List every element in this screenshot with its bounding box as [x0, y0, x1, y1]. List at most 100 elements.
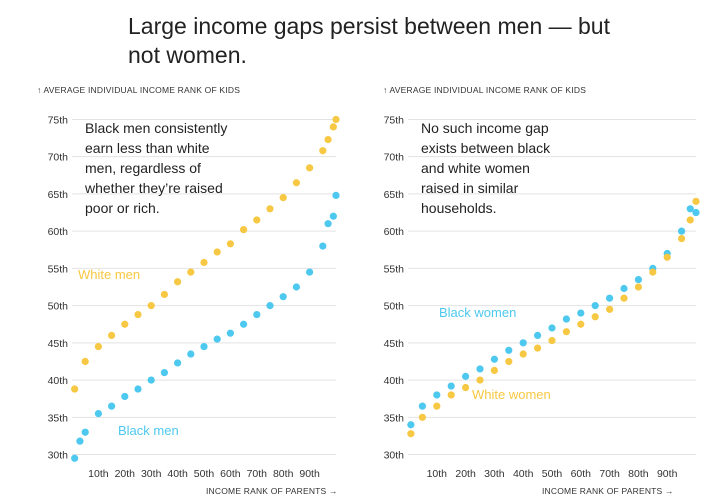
x-tick-label: 10th [88, 468, 109, 480]
annotation-line: exists between black [421, 140, 551, 156]
annotation-line: whether they’re raised [84, 180, 223, 196]
series-label: Black men [118, 423, 179, 438]
y-tick-label: 75th [384, 114, 405, 126]
x-tick-label: 80th [628, 468, 649, 480]
data-point [577, 309, 585, 317]
data-point [606, 294, 614, 302]
data-point [240, 226, 248, 234]
women-scatter-chart: ↑ AVERAGE INDIVIDUAL INCOME RANK OF KIDS… [383, 85, 700, 496]
data-point [462, 372, 470, 380]
data-point [279, 194, 287, 202]
data-point [319, 147, 327, 155]
y-tick-label: 70th [48, 152, 69, 164]
data-point [649, 268, 657, 276]
data-point [433, 402, 441, 410]
data-point [71, 385, 79, 393]
data-point [678, 227, 686, 235]
data-point [591, 302, 599, 310]
data-point [76, 437, 84, 445]
series-label: White women [472, 387, 551, 402]
y-tick-label: 40th [48, 375, 69, 387]
x-tick-label: 50th [542, 468, 563, 480]
data-point [620, 284, 628, 293]
data-point [319, 242, 327, 250]
data-point [407, 430, 415, 438]
data-point [160, 369, 168, 377]
data-point [213, 335, 221, 343]
data-point [160, 290, 168, 299]
data-point [447, 391, 455, 399]
chart-annotation: No such income gap exists between black an… [421, 120, 551, 216]
data-point [324, 220, 332, 228]
x-tick-label: 40th [167, 468, 188, 480]
x-tick-label: 30th [141, 468, 162, 480]
x-tick-label: 20th [455, 468, 476, 480]
data-point [562, 328, 570, 336]
data-point [147, 302, 155, 310]
data-point [306, 164, 314, 172]
annotation-line: men, regardless of [85, 160, 201, 176]
x-tick-label: 90th [299, 468, 320, 480]
x-tick-label: 70th [599, 468, 620, 480]
data-point [519, 339, 527, 347]
y-axis-label: ↑ AVERAGE INDIVIDUAL INCOME RANK OF KIDS [383, 85, 586, 95]
data-point [620, 294, 628, 302]
data-point [226, 329, 234, 337]
data-point [266, 205, 274, 213]
y-tick-label: 60th [48, 226, 69, 238]
annotation-line: No such income gap [421, 120, 549, 136]
data-point [108, 331, 116, 340]
y-tick-label: 50th [48, 301, 69, 313]
data-point [548, 324, 556, 332]
chart-annotation: Black men consistently earn less than whi… [84, 120, 227, 216]
data-point [332, 115, 340, 124]
data-point [418, 413, 426, 421]
data-point [476, 376, 484, 384]
annotation-line: earn less than white [85, 140, 210, 156]
y-tick-label: 60th [384, 226, 405, 238]
x-tick-label: 50th [194, 468, 215, 480]
data-point [505, 346, 513, 354]
y-tick-label: 65th [48, 189, 69, 201]
data-point [462, 383, 470, 392]
annotation-line: Black men consistently [85, 120, 227, 136]
data-point [94, 342, 102, 351]
data-point [490, 366, 498, 375]
y-tick-label: 45th [48, 338, 69, 350]
y-tick-label: 35th [384, 412, 405, 424]
data-point [324, 135, 332, 144]
data-point [490, 355, 498, 363]
data-point [591, 313, 599, 321]
series-black-women [407, 205, 700, 429]
data-point [213, 248, 221, 256]
data-point [306, 268, 314, 276]
series-label: White men [78, 267, 140, 282]
data-point [292, 179, 300, 187]
annotation-line: households. [421, 200, 497, 216]
data-point [187, 268, 195, 276]
y-tick-label: 35th [48, 412, 69, 424]
y-tick-label: 30th [48, 450, 69, 462]
data-point [534, 344, 542, 352]
x-axis-label: INCOME RANK OF PARENTS → [542, 486, 674, 496]
data-point [174, 278, 182, 286]
data-point [266, 302, 274, 310]
data-point [134, 310, 142, 319]
data-point [240, 320, 248, 328]
data-point [692, 197, 700, 205]
data-point [121, 320, 129, 328]
data-point [548, 337, 556, 345]
y-tick-label: 30th [384, 450, 405, 462]
chart-headline: Large income gaps persist between men — … [128, 13, 610, 68]
x-tick-label: 90th [657, 468, 678, 480]
data-point [108, 402, 116, 410]
y-tick-label: 40th [384, 375, 405, 387]
data-point [94, 409, 102, 418]
data-point [147, 376, 155, 384]
annotation-line: poor or rich. [85, 200, 160, 216]
data-point [678, 234, 686, 243]
data-point [121, 392, 129, 401]
data-point [476, 365, 484, 373]
data-point [663, 253, 671, 261]
data-point [407, 421, 415, 429]
